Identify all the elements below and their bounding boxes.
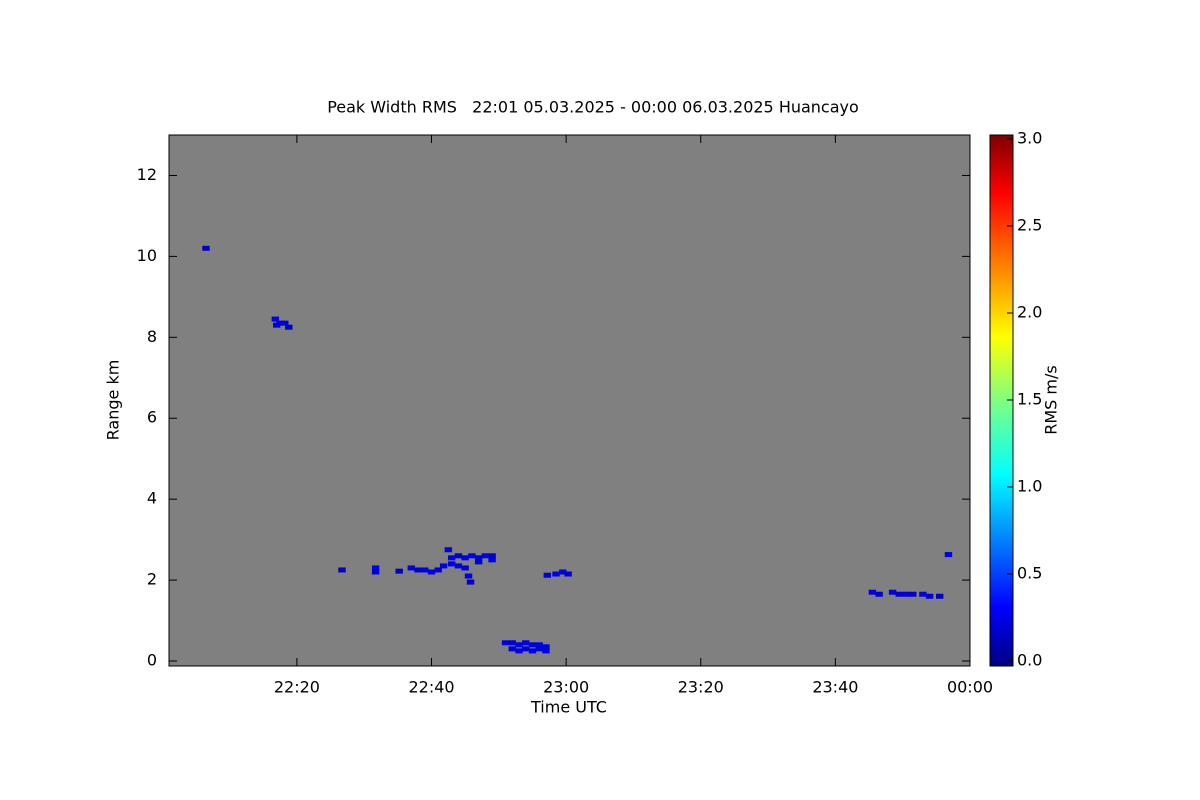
echo-cell — [454, 553, 463, 559]
echo-cell — [371, 569, 380, 575]
x-axis-label: Time UTC — [530, 698, 607, 717]
echo-cell — [909, 591, 917, 597]
colorbar-tick-label: 1.0 — [1017, 477, 1042, 496]
y-tick-label: 0 — [147, 651, 157, 670]
echo-cell — [461, 555, 469, 561]
echo-cell — [535, 646, 543, 652]
echo-cell — [552, 571, 560, 577]
echo-cell — [395, 568, 403, 574]
echo-cell — [448, 555, 456, 561]
echo-cell — [434, 567, 442, 573]
echo-cell — [895, 591, 904, 597]
echo-cell — [542, 644, 550, 650]
echo-cell — [481, 553, 490, 559]
echo-cell — [508, 646, 516, 652]
colorbar-label: RMS m/s — [1042, 365, 1061, 434]
colorbar-tick-label: 0.0 — [1017, 651, 1042, 670]
echo-cell — [925, 593, 934, 599]
echo-cell — [371, 565, 380, 571]
echo-cell — [281, 320, 289, 326]
echo-cell — [202, 245, 210, 251]
echo-cell — [427, 569, 436, 575]
colorbar-tick-label: 3.0 — [1017, 129, 1042, 148]
plot-area — [169, 135, 970, 666]
y-tick-label: 10 — [137, 246, 157, 265]
echo-cell — [564, 571, 572, 577]
echo-cell — [888, 589, 897, 595]
echo-cell — [407, 565, 416, 571]
echo-cell — [444, 547, 453, 553]
echo-cell — [936, 593, 944, 599]
echo-cell — [468, 553, 476, 559]
y-tick-label: 6 — [147, 408, 157, 427]
echo-cell — [919, 591, 927, 597]
x-tick-label: 23:40 — [812, 678, 858, 697]
y-axis-label: Range km — [104, 360, 123, 441]
chart-title: Peak Width RMS 22:01 05.03.2025 - 00:00 … — [327, 98, 859, 117]
echo-cell — [543, 572, 551, 578]
echo-cell — [461, 565, 469, 571]
echo-cell — [474, 555, 483, 561]
echo-cell — [508, 640, 516, 646]
echo-cell — [439, 563, 448, 569]
colorbar-tick-label: 2.0 — [1017, 303, 1042, 322]
echo-cell — [454, 563, 463, 569]
echo-cell — [559, 569, 567, 575]
echo-cell — [542, 648, 550, 654]
echo-cell — [875, 591, 883, 597]
echo-cell — [944, 552, 953, 558]
echo-cell — [421, 567, 429, 573]
colorbar-tick-label: 0.5 — [1017, 564, 1042, 583]
echo-cell — [488, 553, 496, 559]
echo-cell — [515, 642, 523, 648]
echo-cell — [466, 579, 475, 585]
echo-cell — [528, 648, 537, 654]
echo-cell — [271, 316, 280, 322]
colorbar-tick-label: 2.5 — [1017, 216, 1042, 235]
echo-cell — [522, 646, 530, 652]
echo-cell — [338, 567, 346, 573]
echo-cell — [902, 591, 910, 597]
echo-cell — [528, 642, 537, 648]
y-tick-label: 8 — [147, 327, 157, 346]
echo-cell — [535, 642, 543, 648]
x-tick-label: 23:00 — [543, 678, 589, 697]
echo-cell — [515, 648, 523, 654]
y-tick-label: 12 — [137, 165, 157, 184]
y-tick-label: 4 — [147, 489, 157, 508]
echo-cell — [272, 322, 281, 328]
x-tick-label: 23:20 — [678, 678, 724, 697]
echo-cell — [868, 589, 877, 595]
echo-cell — [474, 559, 483, 565]
echo-cell — [285, 324, 293, 330]
x-tick-label: 22:20 — [274, 678, 320, 697]
x-tick-label: 00:00 — [947, 678, 993, 697]
colorbar-tick-label: 1.5 — [1017, 390, 1042, 409]
plot-frame — [168, 134, 971, 667]
y-tick-label: 2 — [147, 570, 157, 589]
echo-cell — [522, 640, 530, 646]
echo-cell — [488, 557, 496, 563]
x-tick-label: 22:40 — [408, 678, 454, 697]
echo-cell — [448, 561, 456, 567]
echo-cell — [414, 567, 422, 573]
echo-cell — [464, 573, 473, 579]
echo-cell — [501, 640, 510, 646]
